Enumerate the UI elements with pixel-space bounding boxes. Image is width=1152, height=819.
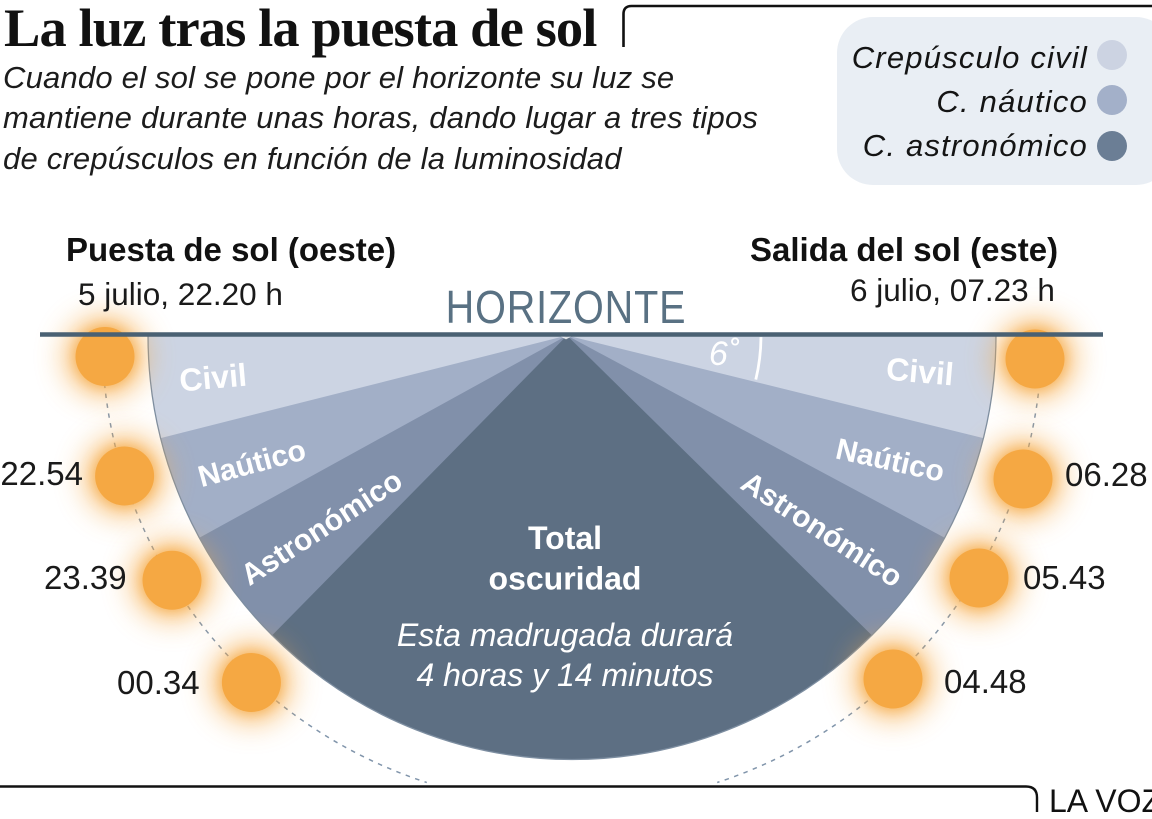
svg-text:oscuridad: oscuridad xyxy=(489,561,642,597)
svg-text:Civil: Civil xyxy=(178,357,248,399)
svg-text:4 horas y 14 minutos: 4 horas y 14 minutos xyxy=(416,657,713,693)
svg-text:6˚: 6˚ xyxy=(709,335,740,373)
svg-text:Total: Total xyxy=(528,520,602,556)
svg-text:Civil: Civil xyxy=(885,351,955,393)
svg-text:Esta madrugada durará: Esta madrugada durará xyxy=(397,617,733,653)
